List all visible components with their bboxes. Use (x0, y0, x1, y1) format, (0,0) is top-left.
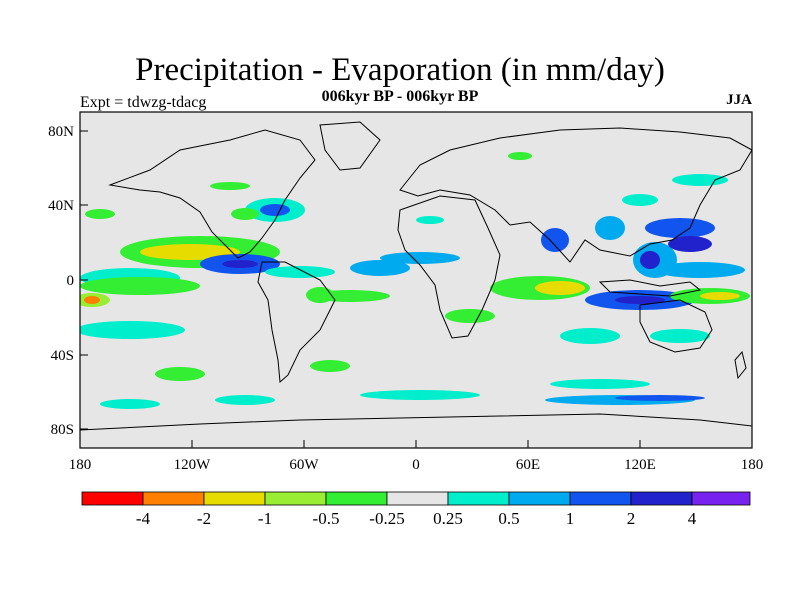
anomaly-patch (310, 360, 350, 372)
colorbar: -4 -2 -1 -0.5 -0.25 0.25 0.5 1 2 4 (81, 491, 751, 528)
chart-title: Precipitation - Evaporation (in mm/day) (135, 52, 665, 88)
anomaly-patch (215, 395, 275, 405)
anomaly-patch (550, 379, 650, 389)
lat-tick-label: 80S (51, 422, 74, 438)
anomaly-patch (80, 277, 200, 295)
anomaly-patch (541, 228, 569, 252)
anomaly-patch (100, 399, 160, 409)
lat-tick-label: 80N (48, 124, 74, 140)
anomaly-patch (416, 216, 444, 224)
eurasia-coastline (399, 127, 752, 263)
anomaly-patch (560, 328, 620, 344)
anomaly-patch (310, 290, 390, 302)
anomaly-patch (445, 309, 495, 323)
colorbar-label: -0.5 (313, 509, 340, 528)
anomaly-patch (622, 194, 658, 206)
anomaly-patch (360, 390, 480, 400)
anomaly-patch (265, 266, 335, 278)
anomaly-patch (222, 260, 258, 268)
south-america-coastline (257, 261, 336, 384)
experiment-label: Expt = tdwzg-tdacg (80, 94, 207, 111)
australia-coastline (639, 299, 713, 353)
colorbar-bin (630, 491, 693, 506)
colorbar-label: 0.25 (433, 509, 463, 528)
colorbar-bin (569, 491, 632, 506)
anomaly-patch (640, 251, 660, 269)
anomaly-patch (595, 216, 625, 240)
colorbar-label: -1 (258, 509, 272, 528)
anomaly-patch (350, 260, 410, 276)
lon-tick-label: 120W (174, 457, 212, 473)
colorbar-bin (447, 491, 510, 506)
lon-tick-label: 60W (289, 457, 319, 473)
colorbar-bin (386, 491, 449, 506)
anomaly-patch (535, 281, 585, 295)
anomaly-patch (668, 236, 712, 252)
colorbar-bin (264, 491, 327, 506)
colorbar-label: 4 (688, 509, 697, 528)
anomaly-patch (672, 174, 728, 186)
anomaly-patch (380, 252, 460, 264)
colorbar-label: -0.25 (369, 509, 404, 528)
coastlines (80, 121, 752, 431)
colorbar-bin (81, 491, 144, 506)
anomaly-patch (615, 296, 665, 304)
anomaly-patch (655, 262, 745, 278)
lat-tick-label: 0 (67, 273, 75, 289)
colorbar-label: 2 (627, 509, 636, 528)
colorbar-bin (203, 491, 266, 506)
lon-tick-label: 0 (412, 457, 420, 473)
colorbar-bin (142, 491, 205, 506)
chart-subtitle: 006kyr BP - 006kyr BP (321, 88, 479, 105)
anomaly-patch (85, 209, 115, 219)
africa-coastline (397, 195, 501, 339)
colorbar-bin (325, 491, 388, 506)
anomaly-patch (260, 204, 290, 216)
longitude-axis: 180 120W 60W 0 60E 120E 180 (69, 440, 764, 473)
lon-tick-label: 60E (516, 457, 540, 473)
anomaly-patch (231, 208, 259, 220)
colorbar-label: -4 (136, 509, 151, 528)
anomaly-patch (210, 182, 250, 190)
antarctica-coastline (80, 413, 752, 431)
anomaly-field (80, 152, 750, 409)
lon-tick-label: 120E (624, 457, 656, 473)
anomaly-patch (645, 218, 715, 238)
maritime-continent-coastline (598, 279, 702, 297)
anomaly-patch (140, 244, 240, 260)
lat-tick-label: 40S (51, 348, 74, 364)
anomaly-patch (508, 152, 532, 160)
anomaly-patch (80, 321, 185, 339)
anomaly-patch (84, 296, 100, 304)
lat-tick-label: 40N (48, 198, 74, 214)
anomaly-patch (155, 367, 205, 381)
colorbar-bin (691, 491, 751, 506)
season-label: JJA (726, 92, 752, 108)
colorbar-label: 0.5 (498, 509, 519, 528)
greenland-coastline (319, 121, 381, 171)
colorbar-bin (508, 491, 571, 506)
colorbar-label: -2 (197, 509, 211, 528)
lon-tick-label: 180 (69, 457, 92, 473)
anomaly-patch (650, 329, 710, 343)
new-zealand-coastline (734, 350, 747, 380)
colorbar-label: 1 (566, 509, 575, 528)
anomaly-patch (615, 395, 705, 401)
latitude-axis: 80N 40N 0 40S 80S (48, 124, 88, 438)
anomaly-patch (700, 292, 740, 300)
lon-tick-label: 180 (741, 457, 764, 473)
north-america-coastline (108, 129, 316, 259)
